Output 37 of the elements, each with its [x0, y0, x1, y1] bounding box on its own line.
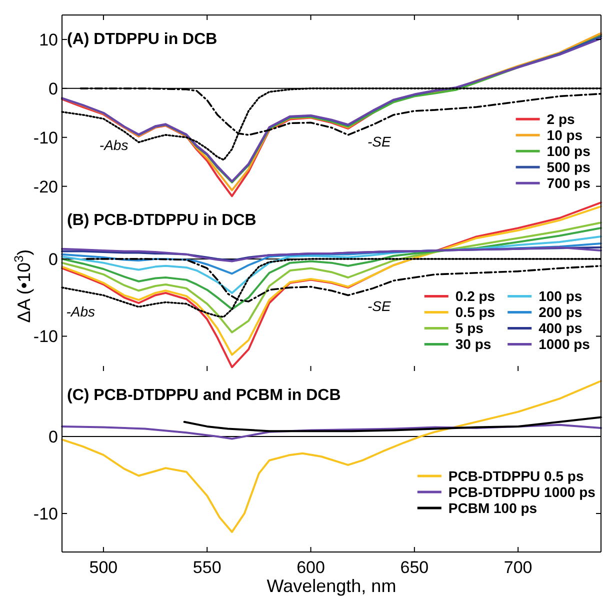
- y-tick-label: 0: [48, 427, 58, 446]
- legend-label: 0.5 ps: [455, 304, 496, 320]
- x-tick-label: 700: [504, 558, 532, 577]
- y-tick-label: 0: [48, 250, 58, 269]
- legend-label: 100 ps: [546, 143, 591, 160]
- legend-label: PCB-DTDPPU 0.5 ps: [448, 468, 584, 484]
- legend-label: 30 ps: [455, 336, 492, 352]
- x-tick-label: 500: [89, 558, 118, 577]
- x-axis-title: Wavelength, nm: [266, 576, 396, 596]
- legend-label: PCBM 100 ps: [448, 500, 538, 516]
- legend-label: 700 ps: [546, 175, 591, 192]
- legend-label: 2 ps: [546, 111, 576, 128]
- x-tick-label: 550: [192, 558, 222, 577]
- y-tick-label: -10: [33, 128, 58, 148]
- text: (C) PCB-DTDPPU and PCBM in DCB: [67, 387, 341, 404]
- legend-label: 5 ps: [455, 320, 484, 336]
- legend-label: 400 ps: [538, 320, 582, 336]
- legend-label: 10 ps: [546, 127, 583, 144]
- legend-label: 100 ps: [538, 288, 582, 304]
- legend-label: 200 ps: [538, 304, 582, 320]
- text: (B) PCB-DTDPPU in DCB: [67, 212, 256, 229]
- legend-label: 1000 ps: [538, 336, 590, 352]
- x-tick-label: 650: [400, 558, 429, 577]
- y-tick-label: -20: [33, 177, 58, 196]
- y-tick-label: -10: [33, 327, 58, 346]
- y-tick-label: 0: [48, 79, 58, 98]
- y-tick-label: -10: [33, 504, 58, 524]
- y-tick-label: 10: [39, 30, 58, 50]
- annotation: -SE: [368, 298, 392, 314]
- x-tick-label: 600: [296, 558, 325, 577]
- text: (A) DTDPPU in DCB: [67, 31, 218, 48]
- annotation: -SE: [368, 134, 392, 150]
- legend-label: 500 ps: [546, 159, 591, 176]
- legend-label: PCB-DTDPPU 1000 ps: [448, 484, 596, 500]
- annotation: -Abs: [66, 303, 96, 320]
- annotation: -Abs: [99, 137, 128, 154]
- legend-label: 0.2 ps: [455, 288, 496, 304]
